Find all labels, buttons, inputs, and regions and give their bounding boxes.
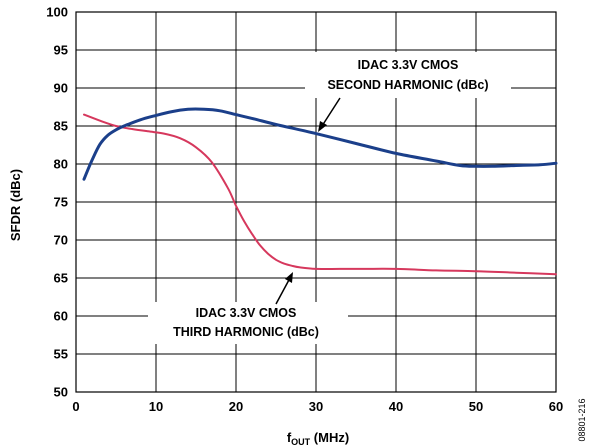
y-tick-label: 95 (54, 43, 68, 58)
series-layer (82, 107, 558, 276)
x-axis-title-unit: (MHz) (310, 430, 349, 445)
third-harmonic-annotation-line2: THIRD HARMONIC (dBc) (173, 325, 319, 339)
y-tick-label: 100 (46, 5, 68, 20)
y-tick-label: 70 (54, 233, 68, 248)
y-tick-label: 60 (54, 309, 68, 324)
second-harmonic-annotation-line2: SECOND HARMONIC (dBc) (327, 78, 488, 92)
third-harmonic-line (83, 113, 557, 276)
y-axis-title: SFDR (dBc) (8, 169, 23, 241)
third-harmonic-annotation-bg (148, 302, 348, 344)
x-axis-title: fOUT (MHz) (287, 430, 349, 447)
third-harmonic-annotation-line1: IDAC 3.3V CMOS (196, 306, 297, 320)
y-tick-label: 65 (54, 271, 68, 286)
tick-labels: 50 55 60 65 70 75 80 85 90 95 100 0 10 20 30 40 50 60 (46, 5, 563, 415)
y-tick-label: 50 (54, 385, 68, 400)
y-tick-label: 80 (54, 157, 68, 172)
x-tick-label: 20 (229, 399, 243, 414)
x-axis-title-symbol: f (287, 430, 292, 445)
x-tick-label: 30 (309, 399, 323, 414)
plot-frame (75, 11, 557, 393)
x-tick-label: 0 (72, 399, 79, 414)
y-tick-label: 75 (54, 195, 68, 210)
second-harmonic-annotation-line1: IDAC 3.3V CMOS (358, 58, 459, 72)
x-axis-title-subscript: OUT (291, 437, 311, 447)
second-harmonic-annotation-bg (305, 52, 511, 98)
y-tick-label: 55 (54, 347, 68, 362)
x-tick-label: 50 (469, 399, 483, 414)
second-harmonic-arrow (318, 97, 341, 132)
x-tick-label: 10 (149, 399, 163, 414)
y-tick-label: 85 (54, 119, 68, 134)
x-tick-label: 60 (549, 399, 563, 414)
x-tick-label: 40 (389, 399, 403, 414)
third-harmonic-arrow (275, 272, 293, 305)
second-harmonic-line (82, 107, 558, 181)
y-tick-label: 90 (54, 81, 68, 96)
figure-id: 08801-216 (577, 398, 587, 441)
